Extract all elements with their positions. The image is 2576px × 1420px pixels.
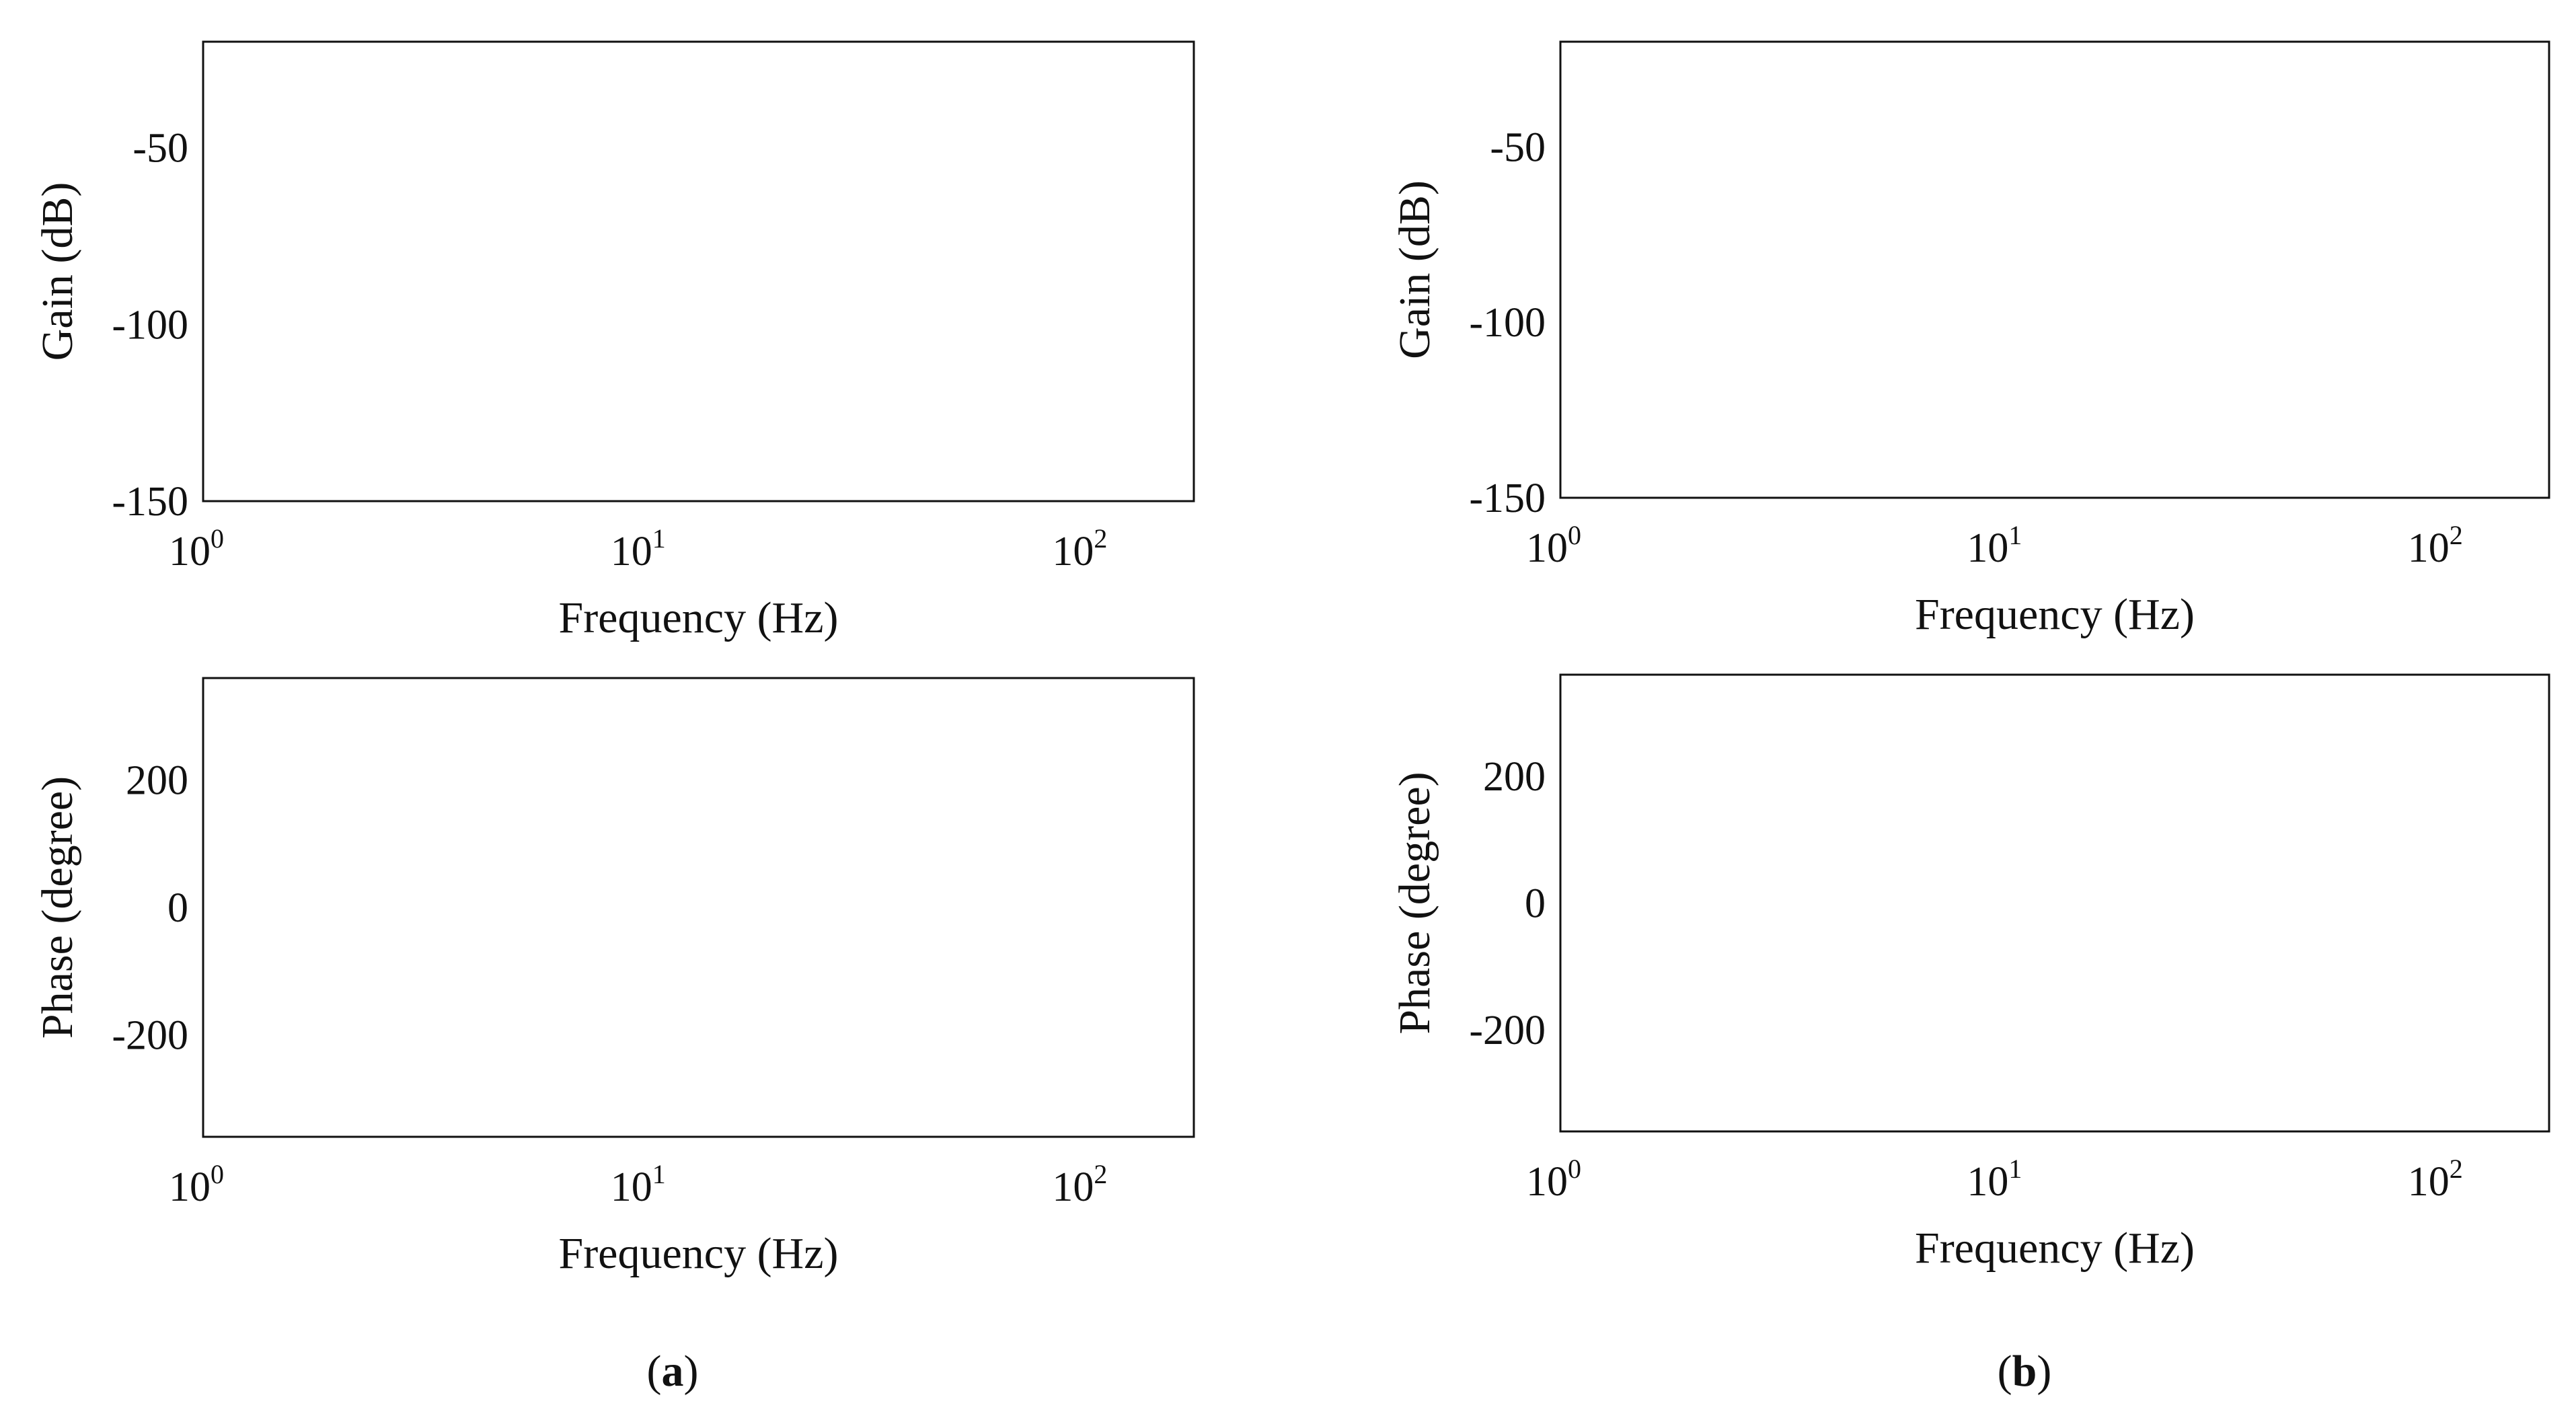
x-tick-label: 102 [2408, 1154, 2463, 1205]
y-tick-label: 0 [167, 885, 188, 931]
y-axis-label: Gain (dB) [1390, 180, 1439, 359]
y-tick-label: -150 [1469, 476, 1546, 521]
x-tick-label: 101 [611, 523, 666, 574]
x-tick-label: 101 [1967, 520, 2022, 571]
y-tick-label: 200 [1483, 754, 1546, 800]
y-tick-label: -200 [112, 1012, 188, 1058]
x-axis-label: Frequency (Hz) [559, 1229, 839, 1278]
plot-frame [202, 677, 1195, 1138]
x-tick-label: 100 [1526, 1154, 1581, 1205]
y-axis-label: Phase (degree) [33, 776, 82, 1039]
chart-2: 200 0 -200 100 101 102 Frequency (Hz) Phase (de… [33, 677, 1195, 1278]
panel-label-a: (a) [647, 1347, 699, 1396]
plot-frame [1559, 40, 2550, 499]
x-tick-label: 100 [169, 1159, 224, 1210]
x-axis-label: Frequency (Hz) [1915, 1224, 2195, 1273]
x-tick-label: 101 [611, 1159, 666, 1210]
x-tick-label: 102 [2408, 520, 2463, 571]
x-tick-label: 101 [1967, 1154, 2022, 1205]
plot-frame [1559, 673, 2550, 1133]
y-tick-label: 200 [126, 758, 188, 804]
y-tick-label: -50 [1490, 124, 1546, 170]
y-tick-label: -100 [112, 302, 188, 348]
y-axis-label: Phase (degree) [1390, 772, 1439, 1034]
plot-frame [202, 40, 1195, 502]
x-tick-label: 100 [169, 523, 224, 574]
chart-4: 200 0 -200 100 101 102 Frequency (Hz) Phase (de… [1390, 673, 2550, 1273]
y-axis-label: Gain (dB) [33, 182, 82, 361]
y-tick-label: -100 [1469, 300, 1546, 346]
x-axis-label: Frequency (Hz) [559, 593, 839, 642]
x-tick-label: 102 [1052, 523, 1107, 574]
y-tick-label: -50 [132, 126, 188, 172]
y-tick-label: -150 [112, 479, 188, 525]
y-tick-label: 0 [1525, 881, 1546, 927]
y-tick-label: -200 [1469, 1008, 1546, 1053]
x-axis-label: Frequency (Hz) [1915, 590, 2195, 639]
x-tick-label: 102 [1052, 1159, 1107, 1210]
panel-label-b: (b) [1998, 1347, 2052, 1396]
x-tick-label: 100 [1526, 520, 1581, 571]
